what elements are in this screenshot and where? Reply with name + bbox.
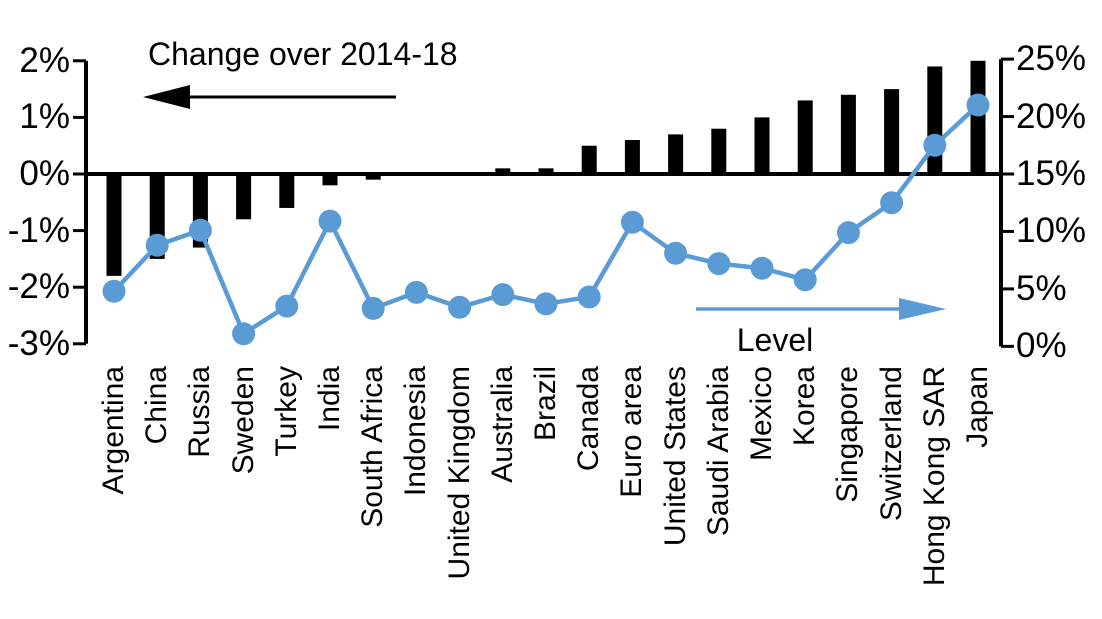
left-axis-tick-label: 2% xyxy=(19,40,70,80)
x-axis-category-label: Singapore xyxy=(831,366,865,503)
x-axis-category-label: Switzerland xyxy=(874,366,908,522)
x-axis-category-label: Canada xyxy=(572,366,606,472)
x-axis-category-label: Mexico xyxy=(745,366,778,462)
level-marker xyxy=(750,256,774,280)
x-axis-category-label: China xyxy=(140,366,174,445)
change-bar xyxy=(106,174,122,276)
x-axis-category-label: Saudi Arabia xyxy=(701,366,735,537)
level-marker xyxy=(404,280,428,304)
level-marker xyxy=(102,279,126,303)
level-marker xyxy=(707,252,731,276)
level-series-annotation: Level xyxy=(736,322,814,358)
x-axis-category-label: Sweden xyxy=(226,366,260,475)
level-marker xyxy=(664,241,688,265)
level-marker xyxy=(534,292,558,316)
level-marker xyxy=(836,221,860,245)
change-bar xyxy=(279,174,295,208)
change-bar xyxy=(322,174,338,186)
left-axis-tick-label: 1% xyxy=(19,97,70,137)
right-axis-tick-label: 25% xyxy=(1016,39,1087,79)
change-bar xyxy=(624,140,640,174)
x-axis-category-label: Turkey xyxy=(269,366,303,457)
x-axis-category-label: Euro area xyxy=(615,366,649,498)
level-marker xyxy=(491,283,515,307)
change-bar xyxy=(754,117,770,174)
x-axis-category-label: Argentina xyxy=(97,366,130,495)
right-axis-tick-label: 20% xyxy=(1016,96,1087,136)
change-bar xyxy=(711,128,727,174)
level-marker xyxy=(577,285,601,309)
change-bar xyxy=(538,168,554,174)
level-marker xyxy=(361,296,385,320)
level-marker xyxy=(145,233,169,257)
arrow-right-icon xyxy=(899,298,946,320)
x-axis-category-label: Brazil xyxy=(529,366,562,442)
level-marker xyxy=(232,322,256,346)
x-axis-category-label: Russia xyxy=(183,366,217,458)
change-bar xyxy=(927,66,943,174)
x-axis-category-label: Indonesia xyxy=(399,366,433,497)
change-bar xyxy=(495,168,511,174)
level-marker xyxy=(923,133,947,157)
left-axis-tick-label: -3% xyxy=(7,323,70,363)
right-axis-tick-label: 15% xyxy=(1016,154,1087,193)
level-marker xyxy=(880,191,904,215)
x-axis-category-label: India xyxy=(313,366,346,432)
x-axis-category-label: Hong Kong SAR xyxy=(917,366,951,587)
level-marker xyxy=(620,210,644,234)
level-marker xyxy=(275,294,299,318)
arrow-left-icon xyxy=(143,85,190,109)
change-bar xyxy=(236,174,252,220)
level-marker xyxy=(318,209,342,233)
x-axis-category-label: United States xyxy=(658,366,692,547)
x-axis-category-label: Japan xyxy=(961,366,994,448)
level-marker xyxy=(188,218,212,242)
x-axis-category-label: Australia xyxy=(485,366,519,483)
left-axis-tick-label: -1% xyxy=(7,210,70,250)
change-bar xyxy=(365,174,381,180)
level-marker xyxy=(966,93,990,117)
right-axis-tick-label: 5% xyxy=(1016,268,1067,308)
change-bar xyxy=(581,145,597,174)
change-bar xyxy=(884,89,900,174)
x-axis-category-label: United Kingdom xyxy=(442,366,476,580)
left-axis-tick-label: -2% xyxy=(7,267,70,307)
change-bar xyxy=(840,94,856,174)
change-bar xyxy=(668,134,684,174)
right-axis-tick-label: 10% xyxy=(1016,211,1087,251)
change-bar xyxy=(970,60,986,174)
left-axis-tick-label: 0% xyxy=(19,154,70,193)
right-axis-tick-label: 0% xyxy=(1016,326,1067,366)
level-marker xyxy=(448,295,472,319)
change-series-annotation: Change over 2014-18 xyxy=(148,36,458,72)
x-axis-category-label: South Africa xyxy=(356,366,390,528)
level-marker xyxy=(793,268,817,292)
change-bar xyxy=(797,100,813,174)
x-axis-category-label: Korea xyxy=(788,366,822,447)
